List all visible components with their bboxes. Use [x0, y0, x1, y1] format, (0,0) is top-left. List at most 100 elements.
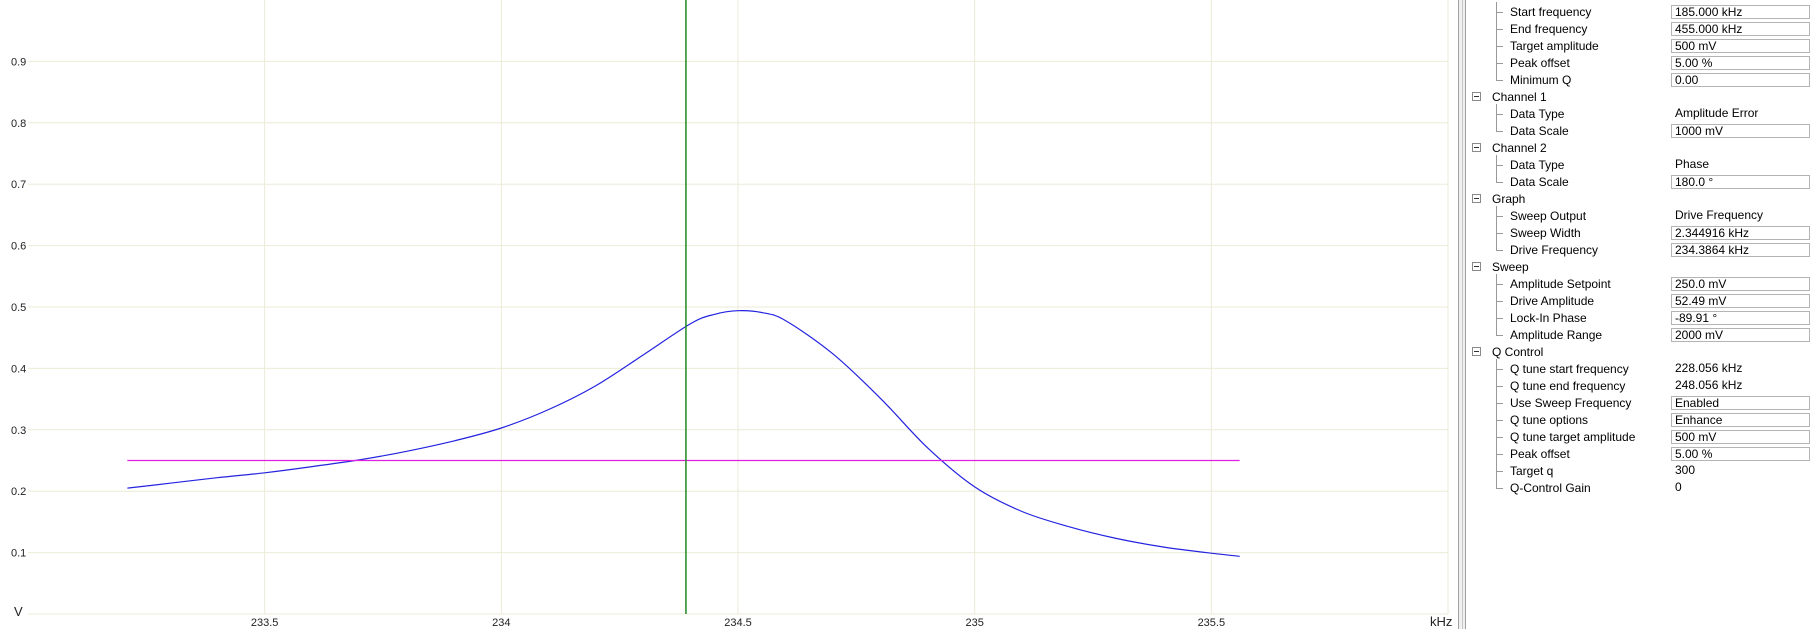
property-row[interactable]: Q tune end frequency 248.056 kHz	[1466, 376, 1816, 395]
property-value[interactable]: 228.056 kHz	[1675, 361, 1743, 375]
tree-line	[1496, 410, 1497, 429]
property-row[interactable]: Target amplitude 500 mV	[1466, 36, 1816, 55]
tree-branch	[1496, 301, 1503, 302]
y-tick-label: 0.3	[11, 425, 26, 437]
y-tick-label: 0.8	[11, 118, 26, 130]
property-value[interactable]: 248.056 kHz	[1675, 378, 1743, 392]
property-row[interactable]: Sweep Width 2.344916 kHz	[1466, 223, 1816, 242]
property-row[interactable]: Lock-In Phase -89.91 °	[1466, 308, 1816, 327]
category-label: Graph	[1492, 192, 1526, 206]
tree-line	[1496, 19, 1497, 38]
tree-line	[1496, 2, 1497, 21]
property-row[interactable]: Peak offset 5.00 %	[1466, 53, 1816, 72]
property-value-field[interactable]: 185.000 kHz	[1671, 5, 1810, 19]
property-row[interactable]: End frequency 455.000 kHz	[1466, 19, 1816, 38]
splitter-grip	[1462, 0, 1463, 629]
property-value-field[interactable]: -89.91 °	[1671, 311, 1810, 325]
property-row[interactable]: Q-Control Gain 0	[1466, 478, 1816, 497]
tree-line	[1496, 155, 1497, 174]
property-value-field[interactable]: 500 mV	[1671, 430, 1810, 444]
property-row[interactable]: Peak offset 5.00 %	[1466, 444, 1816, 463]
property-row[interactable]: Start frequency 185.000 kHz	[1466, 2, 1816, 21]
property-value-field[interactable]: 180.0 °	[1671, 175, 1810, 189]
property-row[interactable]: Q tune start frequency 228.056 kHz	[1466, 359, 1816, 378]
property-label: Sweep Width	[1510, 226, 1581, 240]
sweep-graph-panel[interactable]: 0.1 0.2 0.3 0.4 0.5 0.6 0.7 0.8 0.9 233.5 234 234.5…	[0, 0, 1458, 629]
property-category[interactable]: Graph	[1466, 191, 1816, 208]
property-value-field[interactable]: 500 mV	[1671, 39, 1810, 53]
property-row[interactable]: Minimum Q 0.00	[1466, 70, 1816, 89]
property-value-field[interactable]: 2000 mV	[1671, 328, 1810, 342]
property-category[interactable]: Channel 1	[1466, 89, 1816, 106]
property-label: Target amplitude	[1510, 39, 1599, 53]
property-value-field[interactable]: 1000 mV	[1671, 124, 1810, 138]
tree-line	[1496, 359, 1497, 378]
category-label: Q Control	[1492, 345, 1544, 359]
property-row[interactable]: Data Type Amplitude Error	[1466, 104, 1816, 123]
property-row[interactable]: Data Scale 1000 mV	[1466, 121, 1816, 140]
y-tick-label: 0.2	[11, 486, 26, 498]
y-axis-unit-label: V	[14, 604, 23, 619]
tree-line	[1496, 53, 1497, 72]
x-tick-label: 233.5	[251, 617, 279, 629]
tree-line	[1496, 274, 1497, 293]
property-row[interactable]: Q tune target amplitude 500 mV	[1466, 427, 1816, 446]
graph-grid	[28, 0, 1449, 615]
property-label: End frequency	[1510, 22, 1588, 36]
panel-splitter[interactable]	[1458, 0, 1466, 629]
property-value-field[interactable]: 5.00 %	[1671, 56, 1810, 70]
graph-series	[127, 0, 1240, 614]
collapse-icon[interactable]	[1472, 194, 1481, 203]
property-row[interactable]: Data Scale 180.0 °	[1466, 172, 1816, 191]
property-value-field[interactable]: 2.344916 kHz	[1671, 226, 1810, 240]
property-value[interactable]: 300	[1675, 463, 1696, 477]
tree-branch	[1496, 386, 1503, 387]
property-value-field[interactable]: 234.3864 kHz	[1671, 243, 1810, 257]
property-value[interactable]: Amplitude Error	[1675, 106, 1759, 120]
property-category[interactable]: Channel 2	[1466, 140, 1816, 157]
amplitude-trace	[127, 310, 1240, 557]
tree-branch	[1496, 216, 1503, 217]
tree-branch	[1496, 80, 1503, 81]
collapse-icon[interactable]	[1472, 347, 1481, 356]
sweep-graph[interactable]: 0.1 0.2 0.3 0.4 0.5 0.6 0.7 0.8 0.9 233.5 234 234.5…	[0, 0, 1458, 629]
property-row[interactable]: Sweep Output Drive Frequency	[1466, 206, 1816, 225]
property-row[interactable]: Drive Amplitude 52.49 mV	[1466, 291, 1816, 310]
property-row[interactable]: Amplitude Range 2000 mV	[1466, 325, 1816, 344]
property-value-field[interactable]: Enhance	[1671, 413, 1810, 427]
property-value-field[interactable]: 455.000 kHz	[1671, 22, 1810, 36]
property-value-field[interactable]: 52.49 mV	[1671, 294, 1810, 308]
property-row[interactable]: Target q 300	[1466, 461, 1816, 480]
collapse-icon[interactable]	[1472, 92, 1481, 101]
property-value-field[interactable]: 5.00 %	[1671, 447, 1810, 461]
property-row[interactable]: Q tune options Enhance	[1466, 410, 1816, 429]
property-label: Use Sweep Frequency	[1510, 396, 1632, 410]
property-label: Amplitude Setpoint	[1510, 277, 1611, 291]
property-value[interactable]: Phase	[1675, 157, 1710, 171]
property-label: Minimum Q	[1510, 73, 1572, 87]
property-label: Data Type	[1510, 158, 1565, 172]
tree-line	[1496, 308, 1497, 327]
property-value-field[interactable]: Enabled	[1671, 396, 1810, 410]
property-value-field[interactable]: 0.00	[1671, 73, 1810, 87]
tree-branch	[1496, 46, 1503, 47]
property-row[interactable]: Data Type Phase	[1466, 155, 1816, 174]
tree-line	[1496, 291, 1497, 310]
tree-line	[1496, 172, 1497, 183]
property-row[interactable]: Use Sweep Frequency Enabled	[1466, 393, 1816, 412]
collapse-icon[interactable]	[1472, 143, 1481, 152]
tree-line	[1496, 240, 1497, 251]
collapse-icon[interactable]	[1472, 262, 1481, 271]
tree-branch	[1496, 63, 1503, 64]
x-axis-unit-label: kHz	[1430, 614, 1452, 629]
property-value[interactable]: 0	[1675, 480, 1682, 494]
property-label: Peak offset	[1510, 447, 1570, 461]
property-value-field[interactable]: 250.0 mV	[1671, 277, 1810, 291]
property-category[interactable]: Q Control	[1466, 344, 1816, 361]
property-category[interactable]: Sweep	[1466, 259, 1816, 276]
tree-branch	[1496, 437, 1503, 438]
property-row[interactable]: Amplitude Setpoint 250.0 mV	[1466, 274, 1816, 293]
property-row[interactable]: Drive Frequency 234.3864 kHz	[1466, 240, 1816, 259]
property-value[interactable]: Drive Frequency	[1675, 208, 1764, 222]
property-list: Start frequency 185.000 kHz End frequency 4…	[1466, 2, 1816, 497]
